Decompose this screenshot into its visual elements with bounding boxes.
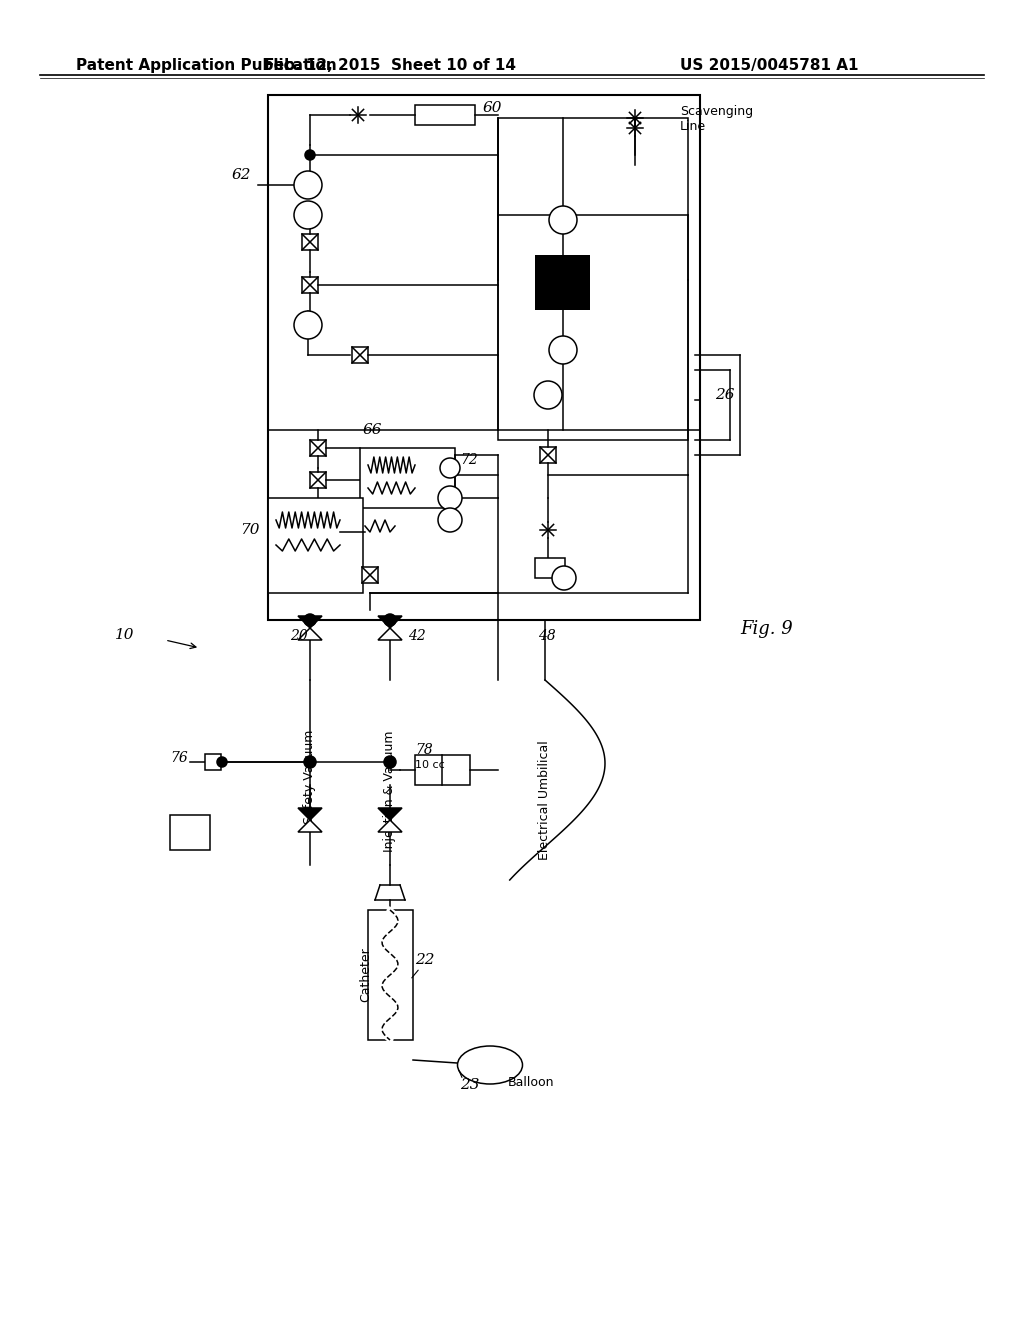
Text: Patent Application Publication: Patent Application Publication xyxy=(76,58,337,73)
Circle shape xyxy=(304,614,316,626)
Bar xyxy=(540,447,556,463)
Text: Scavenging
Line: Scavenging Line xyxy=(680,106,753,133)
Text: 66: 66 xyxy=(362,422,383,437)
Text: Balloon: Balloon xyxy=(508,1076,555,1089)
Text: US 2015/0045781 A1: US 2015/0045781 A1 xyxy=(680,58,858,73)
Bar xyxy=(205,754,221,770)
Circle shape xyxy=(549,337,577,364)
Bar xyxy=(268,95,700,620)
Text: 60: 60 xyxy=(483,102,503,115)
Text: 23: 23 xyxy=(460,1078,479,1092)
Text: 48: 48 xyxy=(538,630,556,643)
Circle shape xyxy=(304,756,316,768)
Polygon shape xyxy=(298,820,322,832)
Text: 70: 70 xyxy=(240,523,259,537)
Text: 26: 26 xyxy=(715,388,734,403)
Bar xyxy=(268,498,362,593)
Bar xyxy=(415,755,470,785)
Circle shape xyxy=(294,312,322,339)
Bar xyxy=(170,814,210,850)
Bar xyxy=(302,277,318,293)
Polygon shape xyxy=(298,628,322,640)
Text: Injection & Vacuum: Injection & Vacuum xyxy=(384,730,396,851)
Text: 20: 20 xyxy=(290,630,308,643)
Circle shape xyxy=(294,201,322,228)
Text: 42: 42 xyxy=(408,630,426,643)
Text: Feb. 12, 2015  Sheet 10 of 14: Feb. 12, 2015 Sheet 10 of 14 xyxy=(264,58,516,73)
Bar xyxy=(535,558,565,578)
Circle shape xyxy=(217,756,227,767)
Text: Electrical Umbilical: Electrical Umbilical xyxy=(539,741,552,859)
Text: 22: 22 xyxy=(415,953,434,968)
Text: 10: 10 xyxy=(115,628,134,642)
Text: Catheter: Catheter xyxy=(359,948,373,1002)
Text: 10 cc: 10 cc xyxy=(415,760,444,770)
Circle shape xyxy=(438,486,462,510)
Circle shape xyxy=(552,566,575,590)
Text: Fig. 9: Fig. 9 xyxy=(740,620,793,638)
Circle shape xyxy=(549,206,577,234)
Polygon shape xyxy=(298,616,322,628)
Bar xyxy=(310,473,326,488)
Bar xyxy=(302,234,318,249)
Polygon shape xyxy=(378,616,402,628)
Circle shape xyxy=(305,150,315,160)
Bar xyxy=(415,106,475,125)
Ellipse shape xyxy=(458,1045,522,1084)
Bar xyxy=(360,447,455,508)
Bar xyxy=(310,440,326,455)
Circle shape xyxy=(440,458,460,478)
Bar xyxy=(362,568,378,583)
Text: 72: 72 xyxy=(460,453,478,467)
Bar xyxy=(352,347,368,363)
Circle shape xyxy=(534,381,562,409)
Circle shape xyxy=(384,756,396,768)
Polygon shape xyxy=(378,808,402,820)
Bar xyxy=(535,255,590,310)
Text: 62: 62 xyxy=(232,168,252,182)
Circle shape xyxy=(294,172,322,199)
Text: 78: 78 xyxy=(415,743,433,756)
Polygon shape xyxy=(298,808,322,820)
Bar xyxy=(498,117,688,440)
Circle shape xyxy=(438,508,462,532)
Circle shape xyxy=(384,614,396,626)
Text: Safety Vacuum: Safety Vacuum xyxy=(303,730,316,825)
Text: 76: 76 xyxy=(170,751,187,766)
Polygon shape xyxy=(378,628,402,640)
Polygon shape xyxy=(378,820,402,832)
Bar xyxy=(368,909,413,1040)
